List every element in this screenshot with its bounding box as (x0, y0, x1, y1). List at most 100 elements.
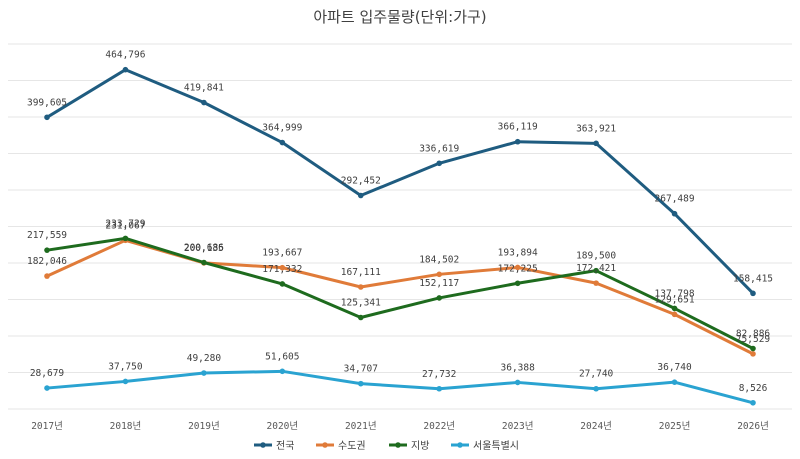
data-label: 36,388 (501, 362, 536, 373)
data-label: 34,707 (344, 364, 378, 375)
data-point (44, 247, 50, 253)
legend-swatch-marker (260, 442, 266, 448)
data-label: 27,740 (579, 369, 614, 380)
x-tick-label: 2024년 (580, 421, 612, 432)
data-label: 8,526 (739, 383, 768, 394)
data-point (279, 368, 286, 375)
legend-swatch-marker (322, 442, 328, 448)
legend-swatch-marker (457, 442, 463, 448)
data-point (436, 385, 443, 392)
data-label: 182,046 (27, 256, 67, 267)
data-point (44, 273, 50, 279)
x-tick-label: 2023년 (502, 421, 534, 432)
gridlines (8, 43, 792, 410)
legend-item-4: 서울특별시 (451, 440, 519, 452)
data-point (750, 290, 756, 297)
x-tick-label: 2026년 (737, 421, 769, 432)
data-point (593, 267, 599, 274)
data-point (593, 385, 599, 392)
data-point (671, 311, 678, 318)
legend-swatch-marker (395, 442, 401, 448)
data-point (201, 99, 207, 106)
data-point (357, 314, 364, 321)
data-label: 171,332 (262, 264, 302, 275)
data-point (514, 379, 521, 386)
legend-item-1: 전국 (254, 440, 294, 452)
data-point (357, 192, 364, 199)
data-label: 75,529 (736, 334, 771, 345)
data-label: 366,119 (498, 122, 538, 133)
x-tick-label: 2018년 (110, 421, 142, 432)
data-point (671, 379, 678, 385)
data-point (750, 351, 756, 357)
data-label: 184,502 (419, 254, 459, 265)
data-label: 27,732 (422, 369, 456, 380)
data-label: 336,619 (419, 143, 459, 154)
data-labels: 399,605 464,796 419,841 364,999 292,452 336,6… (27, 50, 773, 394)
data-label: 200,135 (184, 243, 224, 254)
legend-label: 서울특별시 (473, 440, 519, 452)
data-label: 464,796 (105, 50, 145, 61)
data-point (357, 284, 364, 290)
data-label: 193,667 (262, 248, 302, 259)
data-point (201, 259, 207, 266)
data-point (279, 264, 286, 271)
legend-item-2: 수도권 (316, 440, 366, 452)
data-point (593, 280, 599, 286)
data-point (122, 66, 129, 73)
data-point (514, 264, 521, 271)
x-tick-label: 2021년 (345, 421, 377, 432)
data-point (436, 271, 443, 278)
data-point (593, 140, 599, 147)
data-point (279, 139, 286, 146)
x-tick-label: 2025년 (659, 421, 691, 432)
data-label: 51,605 (265, 351, 299, 362)
series-line-4 (45, 369, 755, 405)
legend-label: 수도권 (338, 440, 366, 452)
data-label: 217,559 (27, 230, 67, 241)
data-label: 129,651 (655, 294, 695, 305)
legend-label: 전국 (276, 440, 294, 452)
x-tick-label: 2022년 (423, 421, 455, 432)
data-label: 36,740 (657, 362, 692, 373)
data-point (201, 370, 207, 376)
data-label: 37,750 (108, 361, 143, 372)
series-line-1 (45, 68, 755, 295)
legend: 전국 수도권 지방 서울특별시 (254, 440, 519, 452)
data-label: 419,841 (184, 83, 224, 94)
x-tick-label: 2019년 (188, 421, 220, 432)
data-label: 363,921 (576, 123, 616, 134)
data-point (514, 280, 521, 287)
data-label: 172,225 (498, 263, 538, 274)
data-point (750, 399, 756, 406)
data-label: 82,886 (736, 328, 771, 339)
data-label: 137,798 (655, 288, 695, 299)
data-label: 364,999 (262, 123, 302, 134)
data-point (122, 235, 129, 242)
data-point (44, 114, 50, 121)
legend-item-3: 지방 (389, 440, 429, 452)
data-label: 172,421 (576, 263, 616, 274)
data-label: 267,489 (655, 194, 695, 205)
data-point (671, 210, 678, 217)
data-point (122, 378, 129, 385)
data-point (436, 160, 443, 167)
data-point (514, 138, 521, 145)
x-tick-label: 2020년 (267, 421, 299, 432)
data-label: 233,729 (105, 218, 145, 229)
data-label: 189,500 (576, 251, 616, 262)
data-label: 399,605 (27, 97, 67, 108)
data-label: 292,452 (341, 176, 381, 187)
x-tick-label: 2017년 (31, 421, 63, 432)
data-point (357, 380, 364, 387)
data-label: 167,111 (341, 267, 381, 278)
chart-title: 아파트 입주물량(단위:가구) (313, 8, 486, 26)
x-axis: 2017년 2018년 2019년 2020년 2021년 2022년 2023년 2024년… (31, 421, 769, 432)
data-label: 231,067 (105, 220, 145, 231)
data-label: 193,894 (498, 247, 538, 258)
data-label: 152,117 (419, 278, 459, 289)
series-layer (44, 66, 756, 406)
data-point (750, 345, 756, 352)
data-point (436, 295, 443, 301)
